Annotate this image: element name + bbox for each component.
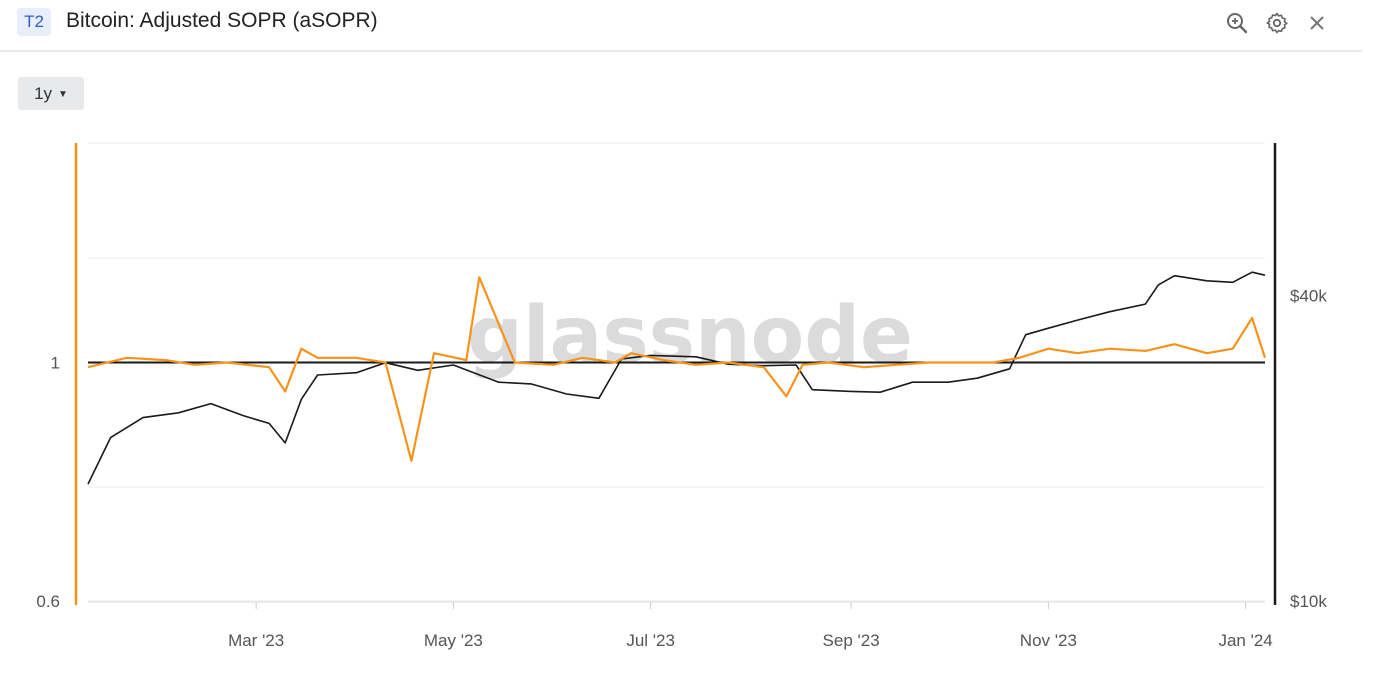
zoom-icon[interactable] — [1222, 8, 1252, 38]
header-actions — [1222, 8, 1332, 38]
x-tick-label: May '23 — [424, 631, 483, 650]
watermark: glassnode — [467, 291, 913, 381]
y-axis-left: 0.61 — [36, 143, 78, 611]
grid — [88, 142, 1265, 602]
asopr-line — [87, 276, 1267, 462]
y-left-tick-label: 0.6 — [36, 592, 60, 611]
x-tick-label: Sep '23 — [823, 631, 880, 650]
range-selector[interactable]: 1y ▼ — [18, 77, 84, 110]
x-tick-label: Jan '24 — [1218, 631, 1272, 650]
series-group — [87, 271, 1267, 485]
y-axis-right: $10k $40k — [1273, 143, 1327, 611]
x-tick-label: Jul '23 — [626, 631, 675, 650]
close-icon[interactable] — [1302, 8, 1332, 38]
btc-price-line — [87, 271, 1266, 485]
gear-icon[interactable] — [1262, 8, 1292, 38]
y-right-tick-label: $10k — [1290, 592, 1327, 611]
range-value: 1y — [34, 84, 53, 103]
y-right-tick-label: $40k — [1290, 287, 1327, 306]
x-tick-label: Nov '23 — [1020, 631, 1077, 650]
chart-title: Bitcoin: Adjusted SOPR (aSOPR) — [66, 9, 378, 32]
y-left-tick-label: 1 — [51, 353, 60, 372]
panel-header: T2 Bitcoin: Adjusted SOPR (aSOPR) — [0, 0, 1362, 52]
x-tick-label: Mar '23 — [228, 631, 284, 650]
tier-badge: T2 — [17, 8, 51, 36]
caret-down-icon: ▼ — [58, 89, 68, 101]
x-axis: Mar '23 May '23 Jul '23 Sep '23 Nov '23 Jan '… — [88, 601, 1273, 650]
